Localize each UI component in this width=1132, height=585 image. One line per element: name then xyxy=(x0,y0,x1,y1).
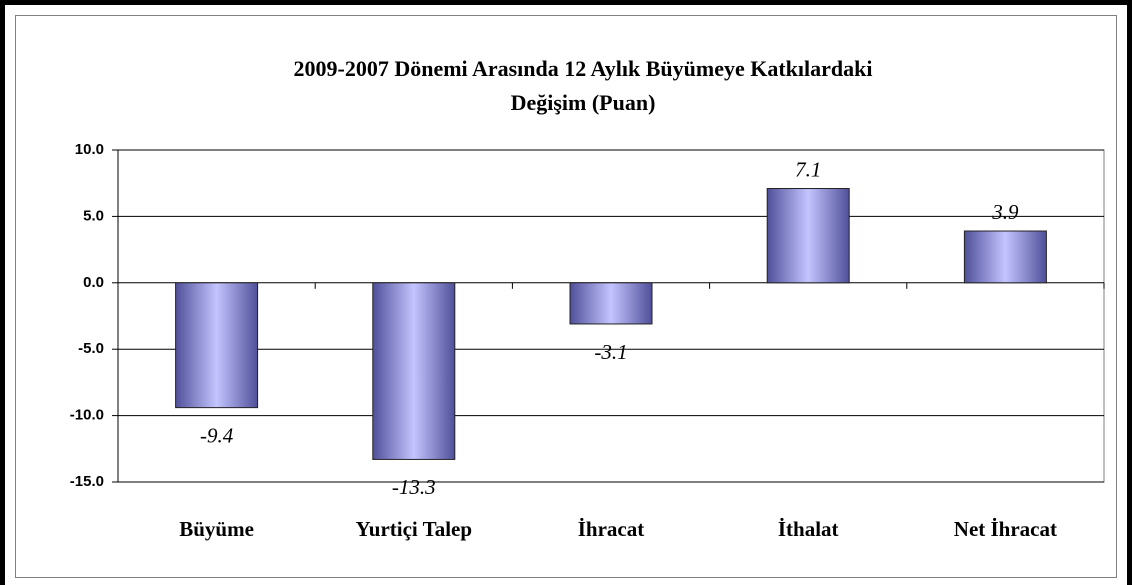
y-tick-label: 5.0 xyxy=(83,207,104,224)
y-tick-label: 0.0 xyxy=(83,274,104,291)
bar xyxy=(766,188,850,284)
value-label: -9.4 xyxy=(200,423,234,447)
y-tick-label: -5.0 xyxy=(78,340,104,357)
x-tick-label: Net İhracat xyxy=(954,517,1057,541)
bar xyxy=(963,230,1047,284)
bar xyxy=(175,282,259,409)
y-tick-label: -15.0 xyxy=(70,473,104,490)
value-label: 7.1 xyxy=(795,157,821,181)
chart-title: 2009-2007 Dönemi Arasında 12 Aylık Büyüm… xyxy=(294,56,873,81)
bar xyxy=(372,282,456,460)
x-tick-label: Yurtiçi Talep xyxy=(356,517,473,541)
chart-frame xyxy=(15,15,1117,578)
value-label: -13.3 xyxy=(392,475,436,499)
y-tick-label: 10.0 xyxy=(75,141,104,158)
chart-title: Değişim (Puan) xyxy=(511,90,656,115)
bar xyxy=(569,282,653,325)
y-tick-label: -10.0 xyxy=(70,407,104,424)
value-label: 3.9 xyxy=(991,200,1019,224)
x-tick-label: Büyüme xyxy=(179,517,254,541)
x-tick-label: İthalat xyxy=(778,517,839,541)
value-label: -3.1 xyxy=(594,340,627,364)
x-tick-label: İhracat xyxy=(578,517,645,541)
